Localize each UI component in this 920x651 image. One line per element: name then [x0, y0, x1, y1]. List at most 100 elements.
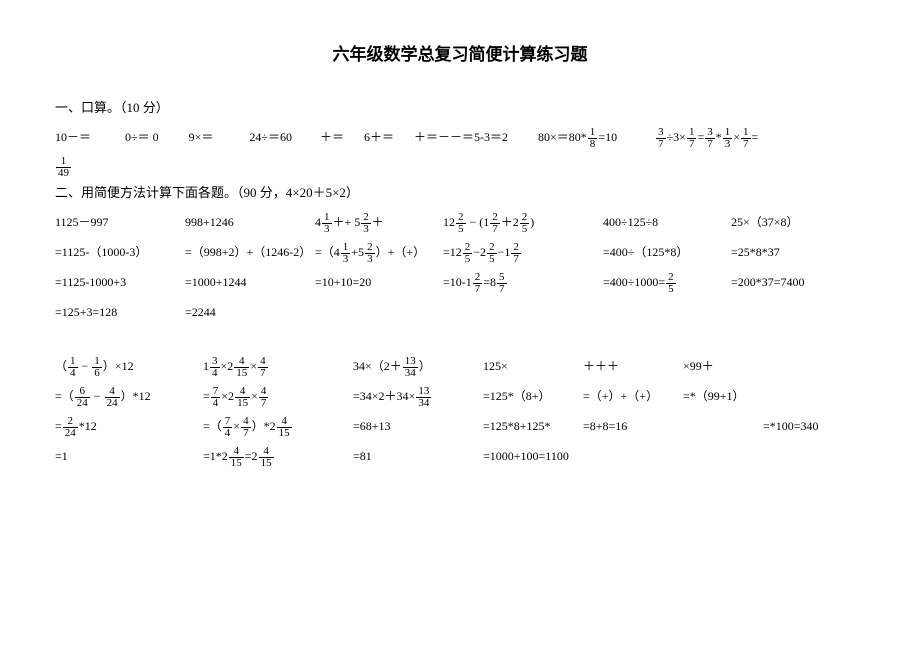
t: ）×12	[103, 359, 134, 373]
c: =1	[55, 443, 203, 469]
c: =*100=340	[763, 413, 819, 439]
d: 7	[259, 398, 269, 409]
n: 2	[520, 212, 530, 224]
c: =1000+100=1100	[483, 443, 569, 469]
c: =1125-（1000-3）	[55, 239, 185, 265]
frac-1-3: 13	[723, 127, 733, 150]
c: =1*2415=2415	[203, 443, 353, 469]
n: 7	[211, 386, 221, 398]
n: 1	[723, 127, 733, 139]
c: =10+10=20	[315, 269, 443, 295]
c: =74×2415×47	[203, 383, 353, 409]
t: )	[530, 215, 534, 229]
t: =	[55, 419, 62, 433]
d: 5	[520, 224, 530, 235]
n: 1	[341, 242, 351, 254]
frac-3-7b: 37	[705, 127, 715, 150]
f: 47	[258, 356, 268, 379]
d: 49	[56, 168, 71, 179]
c: 34×（2＋1334）	[353, 353, 483, 379]
d: 34	[403, 368, 418, 379]
t: =1*2	[203, 449, 228, 463]
t: （	[55, 359, 67, 373]
f: 34	[210, 356, 220, 379]
n: 4	[277, 416, 292, 428]
n: 2	[666, 272, 676, 284]
s1-i5: ＋＝	[320, 124, 344, 150]
t: ×2	[221, 389, 234, 403]
n: 2	[63, 416, 78, 428]
b2-r2: =（624 − 424）*12 =74×2415×47 =34×2＋34×133…	[55, 381, 865, 411]
c: 134×2415×47	[203, 353, 353, 379]
t: ×	[251, 389, 258, 403]
d: 3	[341, 254, 351, 265]
c: =400÷1000=25	[603, 269, 731, 295]
d: 15	[277, 428, 292, 439]
n: 4	[234, 356, 249, 368]
c: =125+3=128	[55, 299, 185, 325]
s1-i8: 80×＝80*18=10	[538, 124, 617, 150]
t: 4	[315, 215, 321, 229]
d: 7	[705, 139, 715, 150]
d: 5	[666, 284, 676, 295]
c: =34×2＋34×1334	[353, 383, 483, 409]
b1-r4: =125+3=128 =2244	[55, 297, 865, 327]
n: 2	[456, 212, 466, 224]
b2-r4: =1 =1*2415=2415 =81 =1000+100=1100	[55, 441, 865, 471]
n: 2	[490, 212, 500, 224]
c: 1125－997	[55, 209, 185, 235]
d: 8	[588, 139, 598, 150]
c: =（998+2）+（1246-2）	[185, 239, 315, 265]
d: 3	[361, 224, 371, 235]
n: 2	[511, 242, 521, 254]
f: 74	[223, 416, 233, 439]
c: =2244	[185, 299, 216, 325]
t: =8	[483, 275, 496, 289]
c: =224*12	[55, 413, 203, 439]
c: （14 − 16）×12	[55, 353, 203, 379]
f: 25	[463, 242, 473, 265]
f: 27	[473, 272, 483, 295]
t: 1	[203, 359, 209, 373]
c: =68+13	[353, 413, 483, 439]
c: ＋＋＋	[583, 353, 683, 379]
frac-1-8: 18	[588, 127, 598, 150]
n: 2	[473, 272, 483, 284]
t: =（	[203, 419, 222, 433]
c: =8+8=16	[583, 413, 683, 439]
d: 24	[75, 398, 90, 409]
n: 2	[463, 242, 473, 254]
t: =（	[55, 389, 74, 403]
d: 7	[258, 368, 268, 379]
c: 998+1246	[185, 209, 315, 235]
s1-i2: 0÷＝ 0	[125, 124, 159, 150]
n: 4	[241, 416, 251, 428]
t: ）	[419, 359, 431, 373]
s1-row2: 149	[55, 152, 865, 182]
t: =10	[598, 130, 617, 144]
t: 34×（2＋	[353, 359, 402, 373]
t: =	[697, 130, 704, 144]
c: =10-127=857	[443, 269, 603, 295]
b1-r1: 1125－997 998+1246 413＋+ 523＋ 1225 − (127…	[55, 207, 865, 237]
c: 25×（37×8）	[731, 209, 799, 235]
n: 4	[235, 386, 250, 398]
t: 80×＝80*	[538, 130, 587, 144]
c: 125×	[483, 353, 583, 379]
n: 7	[223, 416, 233, 428]
f: 415	[235, 386, 250, 409]
d: 3	[723, 139, 733, 150]
c: =200*37=7400	[731, 269, 805, 295]
f: 25	[456, 212, 466, 235]
c: =400÷（125*8）	[603, 239, 731, 265]
frac-1-49: 149	[56, 156, 71, 179]
t: ×	[233, 419, 240, 433]
f: 25	[520, 212, 530, 235]
d: 5	[456, 224, 466, 235]
n: 13	[403, 356, 418, 368]
n: 3	[705, 127, 715, 139]
f: 23	[361, 212, 371, 235]
frac-1-7: 17	[687, 127, 697, 150]
d: 15	[229, 458, 244, 469]
t: − (1	[467, 215, 490, 229]
